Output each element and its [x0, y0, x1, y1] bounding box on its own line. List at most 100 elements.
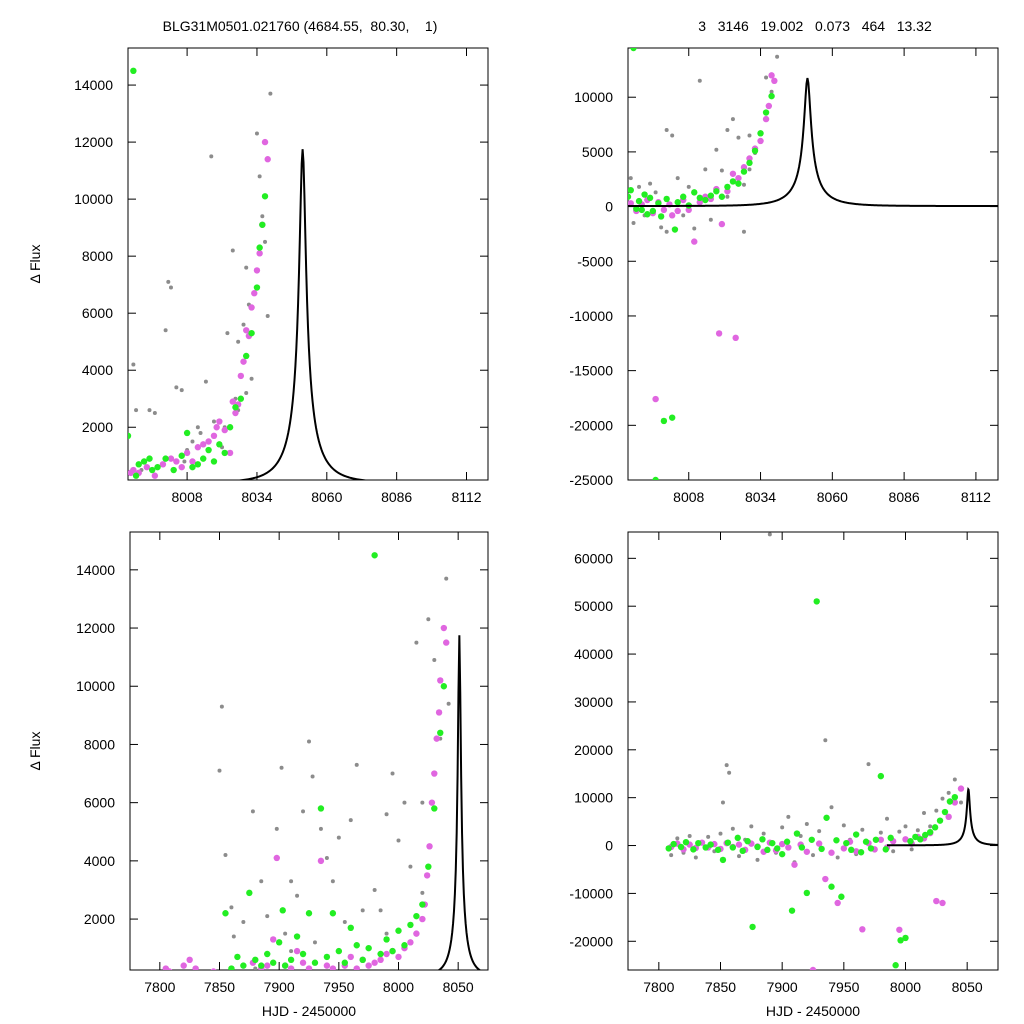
data-point-grey [885, 816, 889, 821]
data-point-green [718, 193, 726, 200]
y-tick-label: 60000 [574, 550, 613, 566]
data-point-green [808, 836, 815, 843]
data-point-magenta [740, 164, 748, 171]
data-point-green [887, 834, 894, 842]
data-point-grey [384, 931, 389, 936]
data-point-magenta [809, 966, 817, 970]
data-point-grey [692, 226, 697, 231]
data-point-magenta [130, 466, 137, 474]
data-point-magenta [210, 432, 218, 440]
data-point-magenta [945, 813, 952, 821]
data-point-green [243, 352, 250, 360]
data-point-green [702, 196, 709, 204]
data-point-grey [446, 701, 451, 706]
data-point-magenta [270, 936, 277, 943]
data-points [128, 67, 273, 479]
data-point-magenta [765, 102, 773, 110]
data-point-grey [764, 75, 769, 80]
data-point-magenta [746, 155, 753, 162]
data-point-grey [174, 385, 179, 390]
data-point-grey [274, 826, 279, 831]
data-point-grey [681, 213, 686, 218]
data-point-green [897, 937, 904, 944]
data-point-grey [708, 217, 713, 222]
data-point-magenta [735, 841, 743, 848]
data-point-green [258, 962, 265, 969]
data-point-green [359, 956, 366, 964]
data-point-green [633, 205, 640, 212]
data-point-magenta [253, 267, 261, 274]
data-point-green [843, 839, 850, 847]
data-point-green [226, 424, 234, 431]
data-point-magenta [732, 334, 739, 342]
data-point-magenta [226, 449, 234, 457]
data-point-green [788, 907, 796, 914]
data-point-grey [203, 379, 208, 384]
data-point-green [892, 962, 899, 969]
y-tick-label: 0 [605, 838, 613, 854]
data-point-green [275, 939, 283, 946]
data-point-green [657, 213, 665, 220]
data-point-magenta [365, 962, 372, 969]
data-point-magenta [353, 965, 360, 970]
data-point-grey [730, 826, 735, 831]
data-point-magenta [347, 953, 354, 961]
data-point-magenta [696, 199, 703, 206]
data-point-grey [254, 131, 259, 136]
data-point-magenta [757, 137, 764, 145]
data-point-green [135, 461, 142, 468]
y-tick-label: 12000 [76, 620, 115, 636]
data-point-green [279, 907, 286, 914]
data-point-grey [720, 800, 725, 805]
data-point-magenta [264, 156, 271, 163]
data-point-green [668, 414, 676, 421]
data-point-magenta [724, 188, 731, 195]
data-point-magenta [435, 709, 443, 716]
data-point-grey [348, 818, 353, 823]
model-curve [887, 786, 998, 847]
y-tick-label: 10000 [74, 191, 113, 207]
data-point-green [401, 942, 408, 949]
data-point-green [419, 901, 426, 908]
data-point-green [347, 924, 354, 932]
data-point-magenta [248, 304, 255, 311]
data-point-green [696, 194, 703, 202]
data-point-grey [432, 658, 437, 663]
data-point-grey [217, 768, 222, 773]
x-tick-label: 8086 [381, 489, 412, 505]
data-point-green [644, 211, 651, 218]
data-point-green [793, 830, 801, 837]
data-point-grey [866, 762, 871, 767]
data-point-magenta [423, 872, 431, 879]
data-point-grey [897, 829, 902, 834]
y-tick-label: 50000 [574, 598, 613, 614]
data-point-grey [147, 408, 152, 413]
data-point-grey [330, 879, 335, 884]
data-point-grey [384, 812, 389, 817]
data-point-grey [131, 362, 136, 367]
data-point-magenta [200, 441, 207, 448]
data-point-magenta [762, 115, 770, 123]
data-point-grey [378, 908, 383, 913]
data-point-grey [780, 825, 785, 830]
data-point-green [691, 189, 698, 196]
plot-frame [129, 531, 489, 971]
data-point-magenta [443, 639, 450, 646]
data-point-green [862, 838, 870, 845]
data-point-grey [741, 182, 746, 187]
data-point-grey [195, 425, 200, 430]
data-point-green [749, 923, 756, 931]
data-point-magenta [251, 290, 258, 297]
data-point-grey [426, 617, 431, 622]
data-point-magenta [323, 962, 331, 969]
data-point-grey [244, 265, 249, 270]
x-tick-label: 8060 [817, 489, 848, 505]
data-point-green [818, 845, 825, 853]
data-point-magenta [261, 138, 269, 146]
y-axis-label: Δ Flux [27, 732, 43, 771]
data-point-magenta [840, 845, 848, 852]
data-point-green [162, 455, 169, 462]
data-point-magenta [205, 438, 212, 445]
data-point-green [783, 838, 791, 845]
data-point-magenta [660, 206, 668, 214]
